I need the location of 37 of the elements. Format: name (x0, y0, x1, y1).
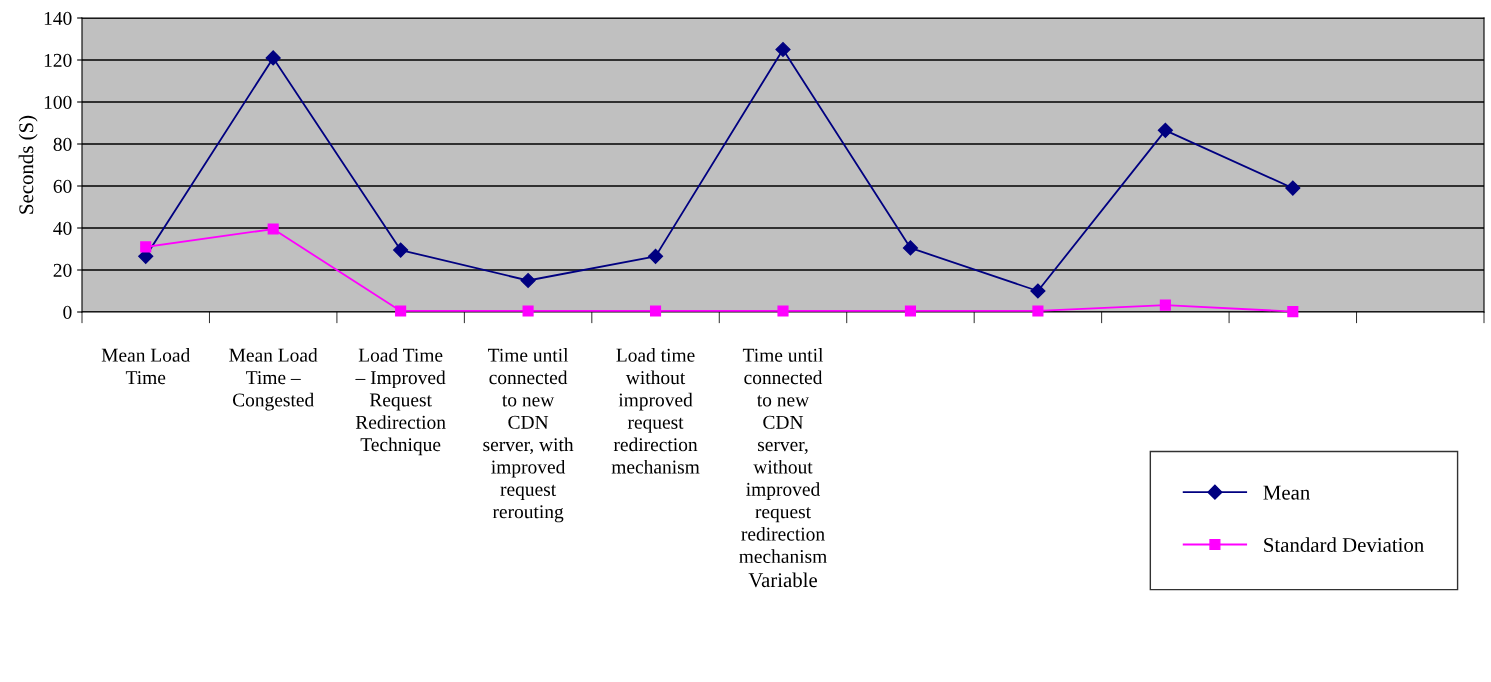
point (267, 223, 279, 235)
point (395, 305, 407, 317)
category-label: Time until connected to new CDN server, without improved request redirection mechanism (739, 348, 827, 563)
y-tick-label: 20 (53, 263, 72, 277)
y-tick-label: 0 (63, 305, 72, 319)
y-tick-label: 80 (53, 137, 72, 151)
point (647, 248, 664, 264)
x-tick-label: Load Time – Improved Request Redirection Technique (355, 348, 446, 456)
point (1159, 299, 1171, 311)
point (775, 41, 791, 58)
point (904, 305, 917, 317)
y-tick-label: 40 (53, 221, 72, 235)
x-tick-label: Mean Load Time (101, 348, 191, 385)
point (1287, 306, 1299, 318)
x-tick-label: Mean Load Time – Congested (229, 348, 318, 411)
y-tick-label: 100 (44, 95, 72, 109)
point (1285, 180, 1301, 196)
point (393, 242, 409, 258)
point (777, 305, 789, 317)
y-tick-label: 140 (44, 11, 72, 25)
y-axis-title: Seconds (S) (18, 115, 38, 214)
legend-label: Standard Deviation (1264, 537, 1424, 553)
point (1030, 283, 1046, 299)
y-tick-label: 120 (44, 53, 72, 67)
x-axis-title: Variable (748, 572, 817, 588)
x-tick-label: Load time without improved request redirection mechanism (611, 348, 700, 474)
point (522, 305, 534, 317)
point (1157, 122, 1173, 138)
point (265, 50, 281, 66)
point (140, 241, 152, 253)
legend-label: Mean (1263, 485, 1310, 500)
x-tick-label: Time until connected to new CDN server, with improved request rerouting (483, 348, 574, 523)
point (649, 305, 662, 317)
point (1032, 305, 1044, 317)
point (520, 272, 536, 289)
point (902, 240, 919, 256)
y-tick-label: 60 (53, 179, 72, 193)
